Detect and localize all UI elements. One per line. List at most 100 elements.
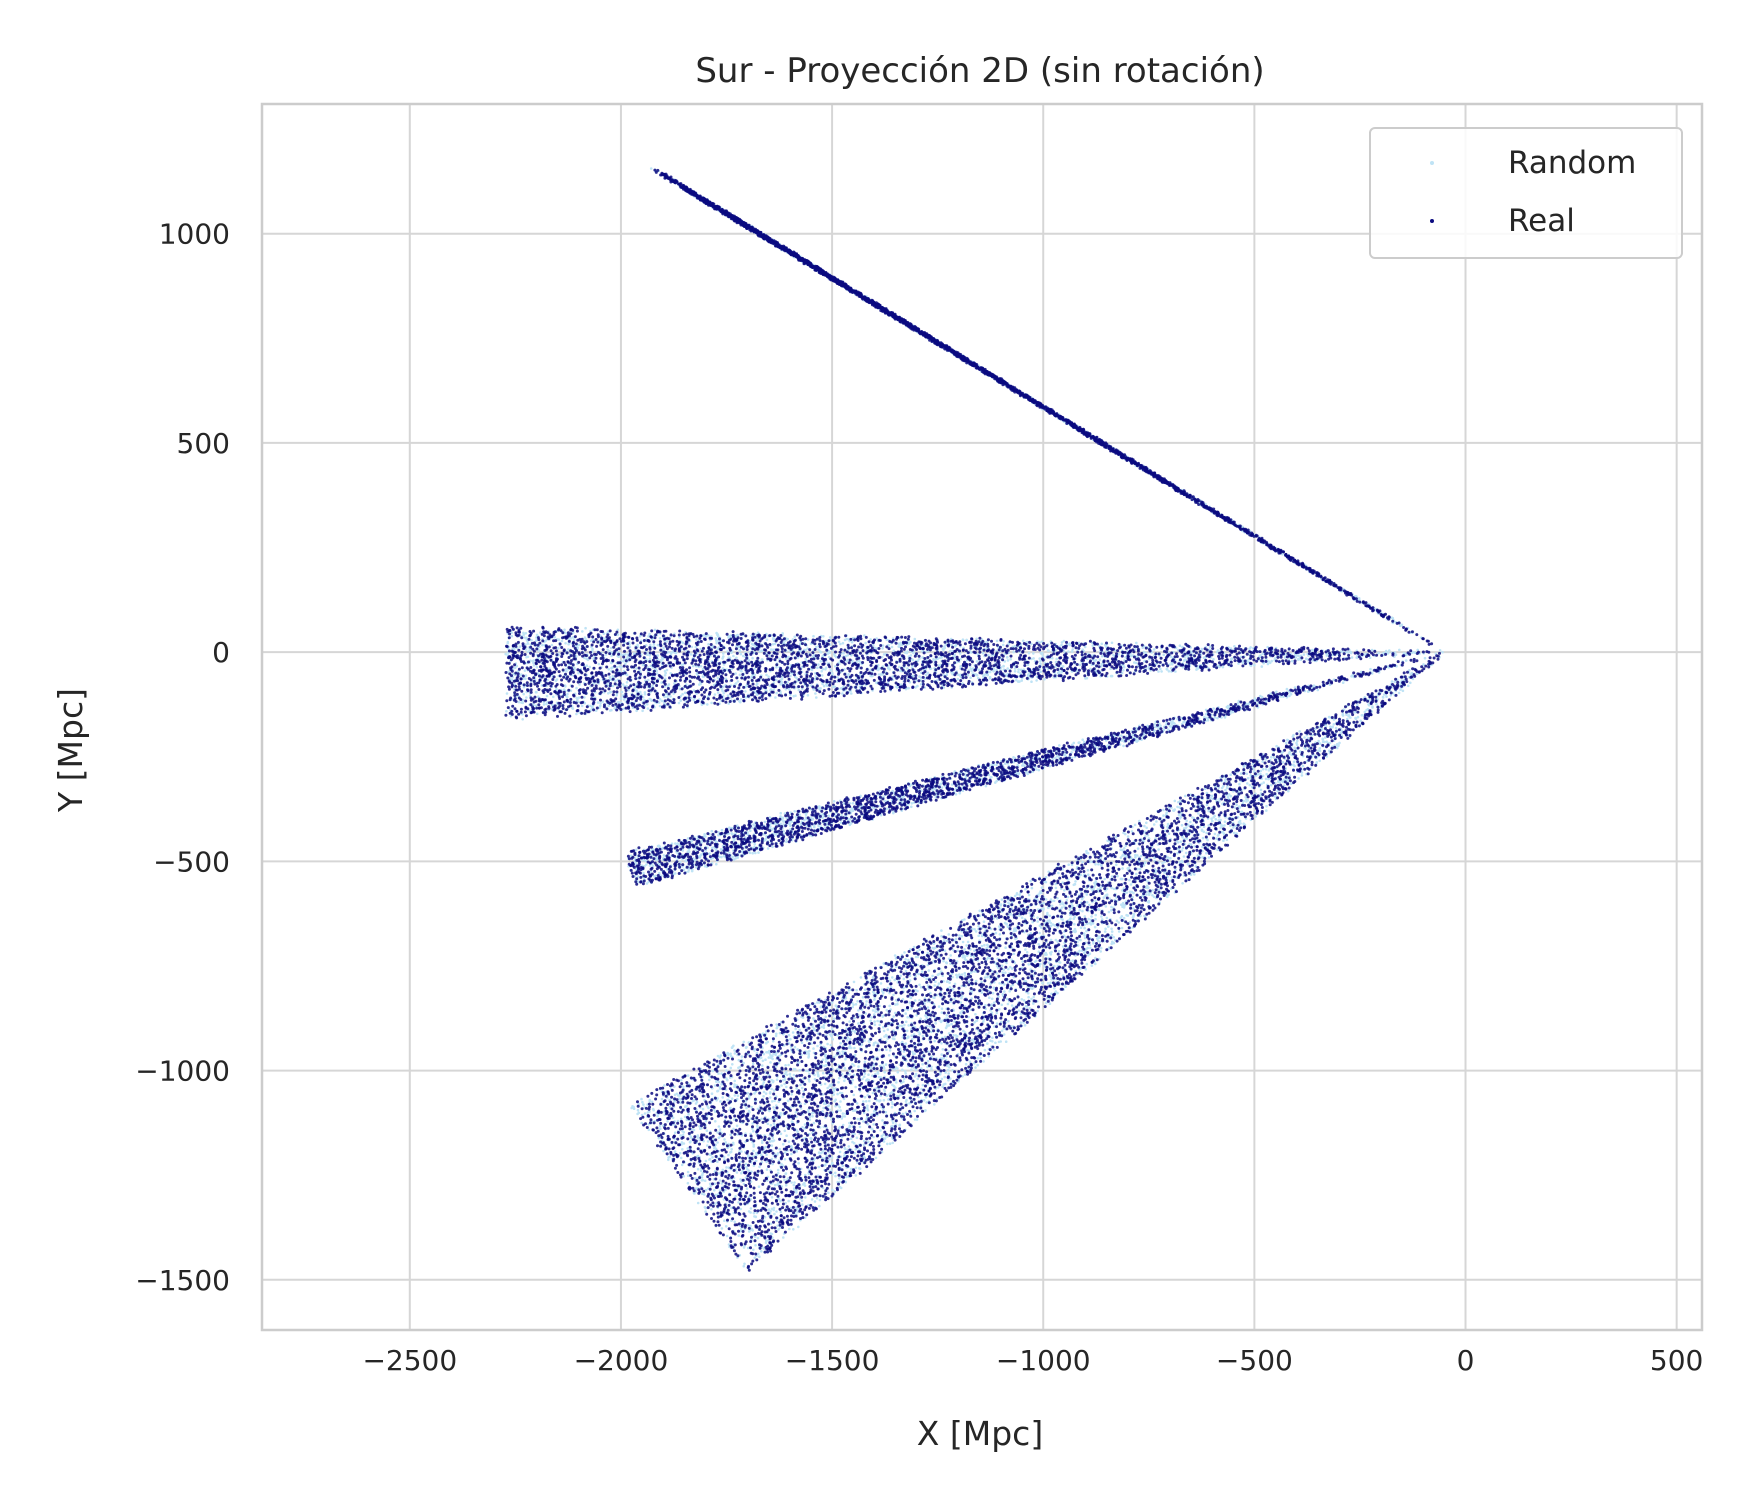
- scatter-point: [1078, 663, 1082, 667]
- scatter-point: [532, 664, 536, 667]
- scatter-point: [541, 643, 544, 647]
- scatter-point: [530, 639, 533, 642]
- scatter-point: [829, 669, 833, 672]
- scatter-point: [620, 690, 624, 694]
- scatter-point: [984, 784, 988, 788]
- scatter-point: [816, 666, 819, 670]
- scatter-point: [699, 665, 703, 668]
- scatter-point: [1170, 663, 1174, 666]
- scatter-point: [566, 692, 569, 696]
- scatter-point: [535, 639, 538, 642]
- scatter-point: [988, 670, 992, 674]
- scatter-point: [1212, 658, 1215, 661]
- scatter-point: [689, 653, 693, 656]
- scatter-point: [1098, 658, 1102, 661]
- scatter-point: [1248, 647, 1251, 651]
- scatter-point: [1135, 641, 1138, 645]
- scatter-point: [706, 703, 709, 706]
- scatter-point: [969, 651, 973, 654]
- scatter-point: [641, 663, 645, 667]
- scatter-point: [925, 673, 928, 677]
- scatter-point: [648, 643, 652, 647]
- scatter-point: [726, 694, 730, 697]
- scatter-point: [513, 647, 516, 651]
- scatter-point: [557, 638, 561, 641]
- scatter-point: [1035, 679, 1038, 682]
- scatter-point: [545, 694, 549, 698]
- scatter-point: [542, 703, 546, 706]
- scatter-point: [1013, 670, 1017, 673]
- scatter-point: [525, 636, 528, 640]
- scatter-point: [771, 648, 775, 652]
- scatter-point: [716, 676, 720, 680]
- scatter-point: [1122, 665, 1126, 669]
- scatter-point: [1100, 642, 1104, 646]
- scatter-point: [695, 638, 698, 641]
- scatter-point: [911, 658, 915, 662]
- scatter-point: [1041, 655, 1045, 658]
- scatter-point: [524, 632, 528, 635]
- scatter-point: [864, 641, 867, 645]
- scatter-point: [674, 651, 678, 655]
- scatter-point: [970, 669, 973, 673]
- scatter-point: [555, 678, 559, 681]
- scatter-point: [522, 631, 525, 635]
- scatter-point: [1350, 656, 1354, 659]
- scatter-point: [897, 645, 900, 648]
- scatter-point: [575, 712, 578, 716]
- scatter-point: [646, 707, 650, 710]
- scatter-point: [617, 701, 621, 704]
- scatter-point: [1085, 676, 1089, 680]
- scatter-point: [1370, 648, 1374, 652]
- scatter-point: [753, 667, 756, 671]
- scatter-point: [905, 651, 909, 655]
- scatter-point: [1293, 686, 1297, 689]
- scatter-point: [646, 703, 649, 706]
- scatter-point: [1047, 649, 1050, 652]
- scatter-point: [525, 696, 528, 699]
- scatter-point: [1038, 641, 1042, 644]
- scatter-point: [778, 657, 781, 661]
- scatter-point: [732, 654, 735, 658]
- scatter-point: [691, 664, 695, 668]
- scatter-point: [555, 687, 558, 691]
- scatter-point: [1002, 640, 1005, 643]
- scatter-point: [1081, 738, 1084, 741]
- scatter-point: [869, 638, 872, 641]
- scatter-point: [534, 704, 538, 707]
- scatter-point: [788, 688, 791, 691]
- scatter-point: [581, 630, 584, 633]
- scatter-point: [1060, 643, 1063, 647]
- scatter-point: [969, 676, 972, 679]
- scatter-point: [1055, 657, 1058, 661]
- scatter-point: [698, 683, 701, 686]
- scatter-point: [1039, 670, 1042, 674]
- scatter-point: [744, 690, 747, 693]
- scatter-point: [590, 705, 594, 709]
- scatter-point: [1178, 644, 1182, 647]
- scatter-point: [599, 704, 602, 708]
- scatter-point: [1229, 657, 1233, 661]
- scatter-point: [653, 628, 657, 632]
- scatter-point: [734, 672, 737, 675]
- scatter-point: [761, 658, 764, 661]
- scatter-point: [1291, 659, 1294, 663]
- scatter-point: [704, 635, 708, 638]
- scatter-point: [1039, 662, 1042, 666]
- scatter-point: [817, 648, 820, 651]
- scatter-point: [1001, 643, 1005, 647]
- scatter-point: [949, 649, 952, 653]
- scatter-point: [765, 673, 768, 677]
- scatter-point: [822, 635, 825, 638]
- scatter-point: [608, 709, 612, 712]
- scatter-point: [608, 675, 612, 679]
- scatter-point: [1043, 678, 1046, 681]
- scatter-point: [817, 663, 820, 666]
- scatter-point: [975, 637, 978, 641]
- scatter-point: [1019, 672, 1022, 675]
- scatter-point: [518, 645, 522, 648]
- scatter-point: [517, 700, 521, 704]
- scatter-point: [649, 167, 653, 170]
- scatter-point: [1020, 679, 1023, 682]
